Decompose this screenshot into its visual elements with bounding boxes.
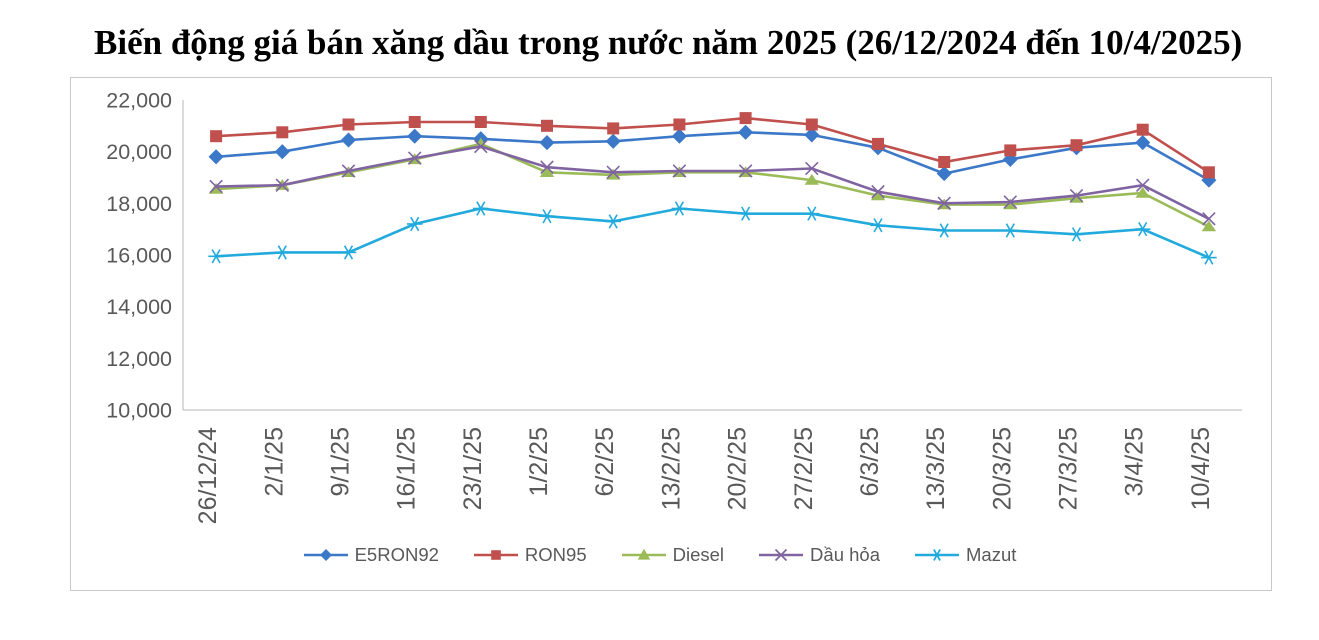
svg-text:10,000: 10,000	[106, 399, 172, 423]
svg-text:3/4/25: 3/4/25	[1121, 427, 1149, 497]
svg-text:13/2/25: 13/2/25	[657, 427, 685, 510]
svg-text:20,000: 20,000	[106, 140, 172, 164]
svg-text:16,000: 16,000	[106, 244, 172, 268]
svg-text:27/2/25: 27/2/25	[790, 427, 818, 510]
svg-text:12,000: 12,000	[106, 347, 172, 371]
svg-text:2/1/25: 2/1/25	[260, 427, 288, 497]
svg-text:20/3/25: 20/3/25	[988, 427, 1016, 510]
svg-text:9/1/25: 9/1/25	[327, 427, 355, 497]
svg-text:20/2/25: 20/2/25	[724, 427, 752, 510]
svg-text:22,000: 22,000	[106, 89, 172, 113]
svg-text:23/1/25: 23/1/25	[459, 427, 487, 510]
svg-text:27/3/25: 27/3/25	[1055, 427, 1083, 510]
svg-text:18,000: 18,000	[106, 192, 172, 216]
svg-text:6/3/25: 6/3/25	[856, 427, 884, 497]
svg-text:10/4/25: 10/4/25	[1187, 427, 1215, 510]
svg-text:14,000: 14,000	[106, 295, 172, 319]
svg-text:26/12/24: 26/12/24	[194, 427, 222, 524]
svg-text:13/3/25: 13/3/25	[922, 427, 950, 510]
svg-text:16/1/25: 16/1/25	[393, 427, 421, 510]
svg-text:1/2/25: 1/2/25	[525, 427, 553, 497]
svg-text:6/2/25: 6/2/25	[591, 427, 619, 497]
